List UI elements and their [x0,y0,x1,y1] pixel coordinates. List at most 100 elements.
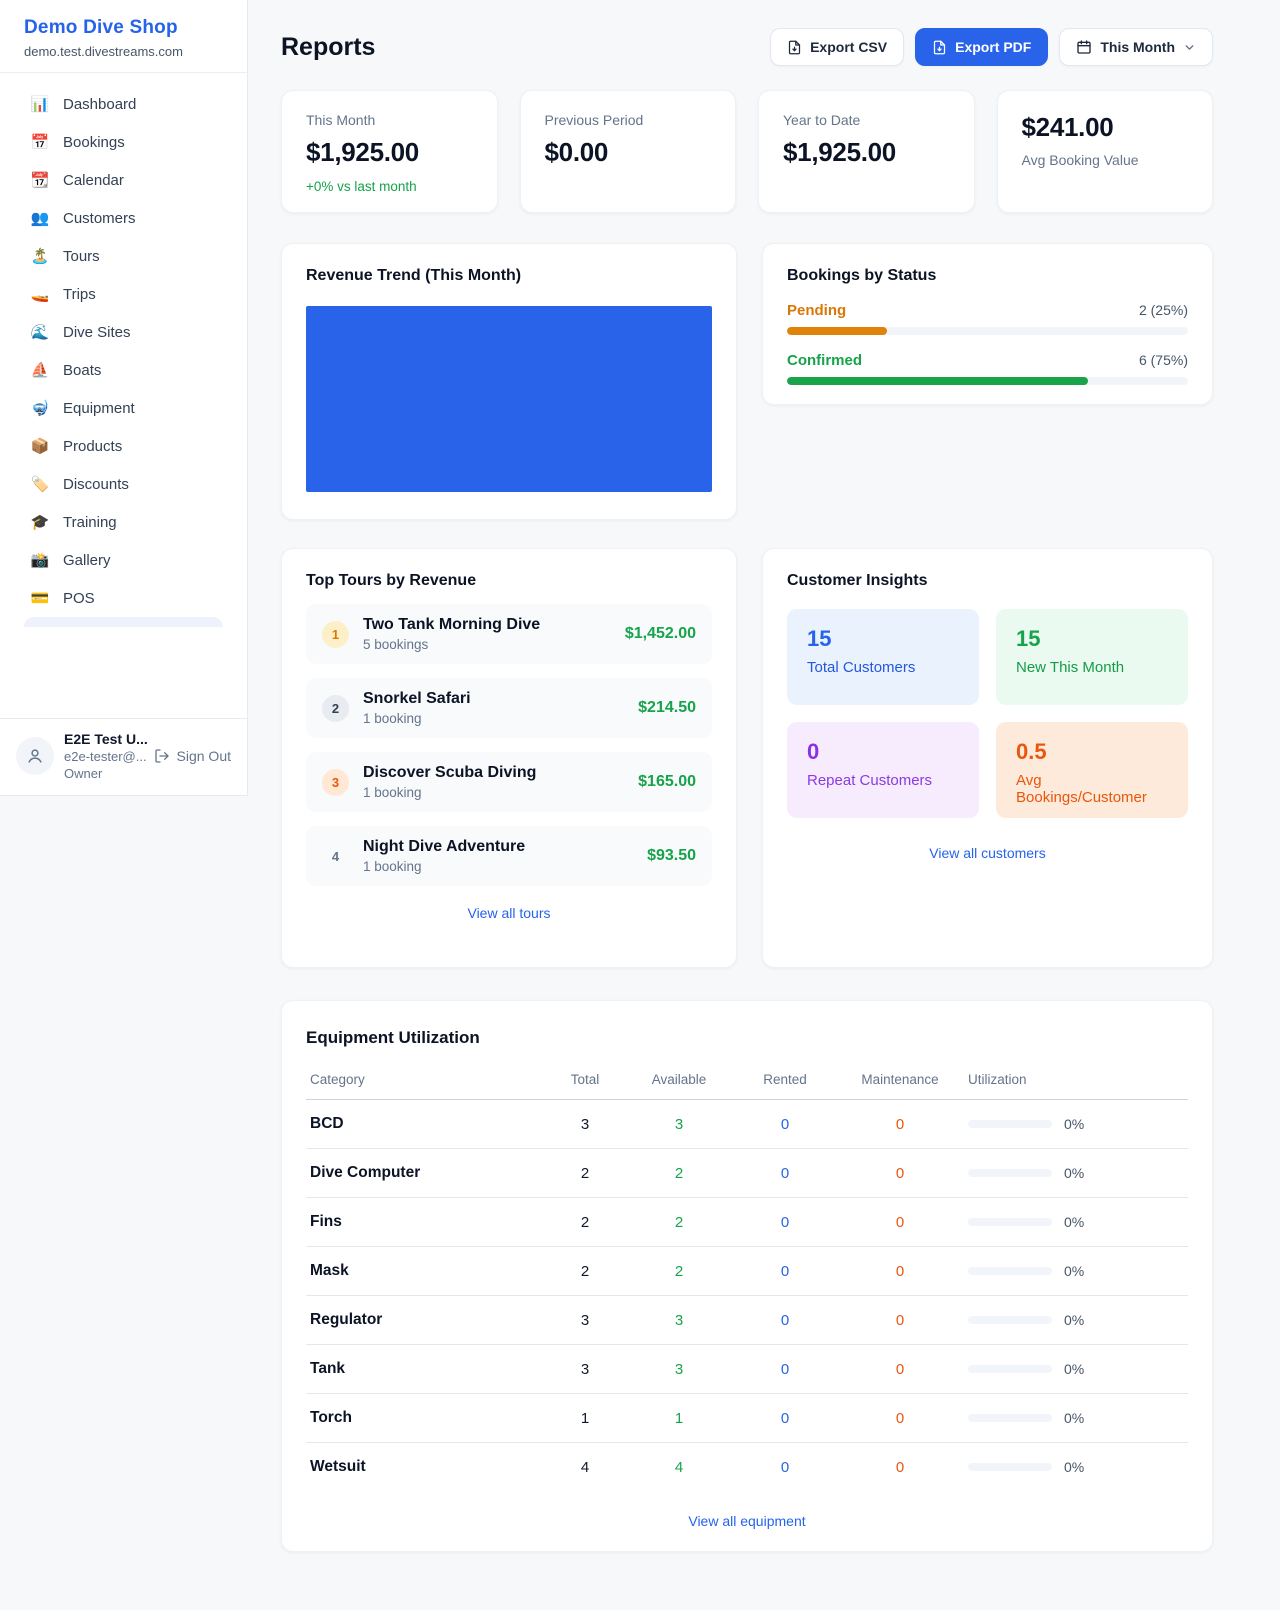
utilization-percent: 0% [1064,1312,1085,1328]
insights-row: Top Tours by Revenue 1 Two Tank Morning … [281,548,1213,968]
cell-category: Mask [306,1246,546,1296]
status-label-pending: Pending [787,302,847,319]
utilization-percent: 0% [1064,1361,1085,1377]
cell-maintenance: 0 [836,1344,964,1394]
sidebar-item-dashboard[interactable]: 📊 Dashboard [12,85,235,123]
sidebar-item-tours[interactable]: 🏝️ Tours [12,237,235,275]
header-actions: Export CSV Export PDF This Month [770,28,1213,66]
utilization-bar [968,1169,1052,1177]
cell-maintenance: 0 [836,1295,964,1345]
cell-available: 3 [624,1344,734,1394]
stat-card-avg-booking-value: $241.00 Avg Booking Value [996,90,1213,213]
utilization-bar [968,1218,1052,1226]
revenue-trend-chart [306,306,712,492]
file-download-icon [788,40,801,54]
cell-rented: 0 [734,1295,836,1345]
tour-name: Discover Scuba Diving [363,764,537,781]
cell-utilization: 0% [964,1148,1188,1198]
bookings-by-status-card: Bookings by Status Pending 2 (25%) Confi… [762,243,1213,405]
equipment-utilization-card: Equipment Utilization Category Total Ava… [281,1000,1213,1552]
wave-icon: 🌊 [30,324,50,341]
tour-row: 2 Snorkel Safari 1 booking $214.50 [306,678,712,738]
sidebar-item-pos[interactable]: 💳 POS [12,579,235,617]
cell-maintenance: 0 [836,1148,964,1198]
shop-domain: demo.test.divestreams.com [24,44,183,59]
cell-utilization: 0% [964,1197,1188,1247]
utilization-bar [968,1463,1052,1471]
sign-out-button[interactable]: Sign Out [154,748,233,764]
table-row: Torch 1 1 0 0 0% [306,1393,1188,1443]
tile-total-customers: 15 Total Customers [787,609,979,705]
stat-card-year-to-date: Year to Date $1,925.00 [758,90,975,213]
graduation-cap-icon: 🎓 [30,514,50,531]
sidebar: Demo Dive Shop demo.test.divestreams.com… [0,0,248,796]
tour-bookings: 1 booking [363,785,422,800]
sidebar-item-label: Calendar [63,171,124,189]
view-all-tours-link[interactable]: View all tours [467,905,551,921]
cell-maintenance: 0 [836,1246,964,1296]
period-dropdown[interactable]: This Month [1059,28,1213,66]
export-csv-button[interactable]: Export CSV [770,28,905,66]
sidebar-item-label: Training [63,513,117,531]
view-all-equipment-link[interactable]: View all equipment [688,1513,806,1529]
cell-available: 2 [624,1148,734,1198]
table-header-row: Category Total Available Rented Maintena… [306,1062,1188,1100]
tour-revenue: $165.00 [638,773,696,790]
top-tours-card: Top Tours by Revenue 1 Two Tank Morning … [281,548,737,968]
sidebar-item-label: Boats [63,361,102,379]
tour-revenue: $1,452.00 [624,625,696,642]
sidebar-item-reports-active-partial[interactable] [24,617,223,627]
table-row: Fins 2 2 0 0 0% [306,1197,1188,1247]
tour-name: Night Dive Adventure [363,838,526,855]
cell-category: Fins [306,1197,546,1247]
sidebar-item-training[interactable]: 🎓 Training [12,503,235,541]
tour-row: 4 Night Dive Adventure 1 booking $93.50 [306,826,712,886]
sidebar-item-customers[interactable]: 👥 Customers [12,199,235,237]
export-csv-label: Export CSV [810,39,888,55]
sidebar-item-dive-sites[interactable]: 🌊 Dive Sites [12,313,235,351]
table-row: BCD 3 3 0 0 0% [306,1099,1188,1149]
sidebar-item-gallery[interactable]: 📸 Gallery [12,541,235,579]
cell-maintenance: 0 [895,1458,905,1476]
page-title: Reports [281,32,376,61]
cell-utilization: 0% [964,1295,1188,1345]
tour-revenue: $93.50 [647,847,696,864]
tour-name: Two Tank Morning Dive [363,616,541,633]
page-header: Reports Export CSV Export PDF This Month [281,28,1213,66]
top-tours-title: Top Tours by Revenue [306,572,477,589]
sidebar-item-trips[interactable]: 🚤 Trips [12,275,235,313]
column-header-utilization: Utilization [964,1062,1188,1100]
progress-track [787,327,1188,335]
equipment-utilization-title: Equipment Utilization [306,1028,480,1047]
bookings-by-status-title: Bookings by Status [787,267,937,284]
sidebar-item-discounts[interactable]: 🏷️ Discounts [12,465,235,503]
cell-total: 1 [546,1393,624,1443]
view-all-customers-link[interactable]: View all customers [929,845,1046,861]
cell-total: 2 [546,1197,624,1247]
cell-rented: 0 [734,1148,836,1198]
credit-card-icon: 💳 [30,590,50,607]
utilization-bar [968,1120,1052,1128]
sidebar-item-label: Gallery [63,551,111,569]
cell-category: Dive Computer [306,1148,546,1198]
sidebar-item-equipment[interactable]: 🤿 Equipment [12,389,235,427]
cell-utilization: 0% [964,1443,1188,1492]
tile-value: 0 [807,739,820,764]
cell-rented: 0 [734,1197,836,1247]
file-download-icon [933,40,946,54]
tour-revenue: $214.50 [638,699,696,716]
camera-icon: 📸 [30,552,50,569]
sidebar-item-calendar[interactable]: 📆 Calendar [12,161,235,199]
equipment-table-body: BCD 3 3 0 0 0% Dive Computer 2 2 0 0 0% Fins 2 2 0 0 0% Ma… [306,1099,1188,1492]
column-header-total: Total [546,1062,624,1100]
export-pdf-button[interactable]: Export PDF [915,28,1049,66]
user-email: e2e-tester@... [64,749,147,764]
sidebar-item-products[interactable]: 📦 Products [12,427,235,465]
tag-icon: 🏷️ [30,476,50,493]
cell-category: Wetsuit [310,1458,366,1475]
tile-value: 0.5 [1016,739,1047,764]
sidebar-item-bookings[interactable]: 📅 Bookings [12,123,235,161]
cell-available: 3 [624,1295,734,1345]
sidebar-item-boats[interactable]: ⛵ Boats [12,351,235,389]
tile-label: Total Customers [807,659,916,676]
